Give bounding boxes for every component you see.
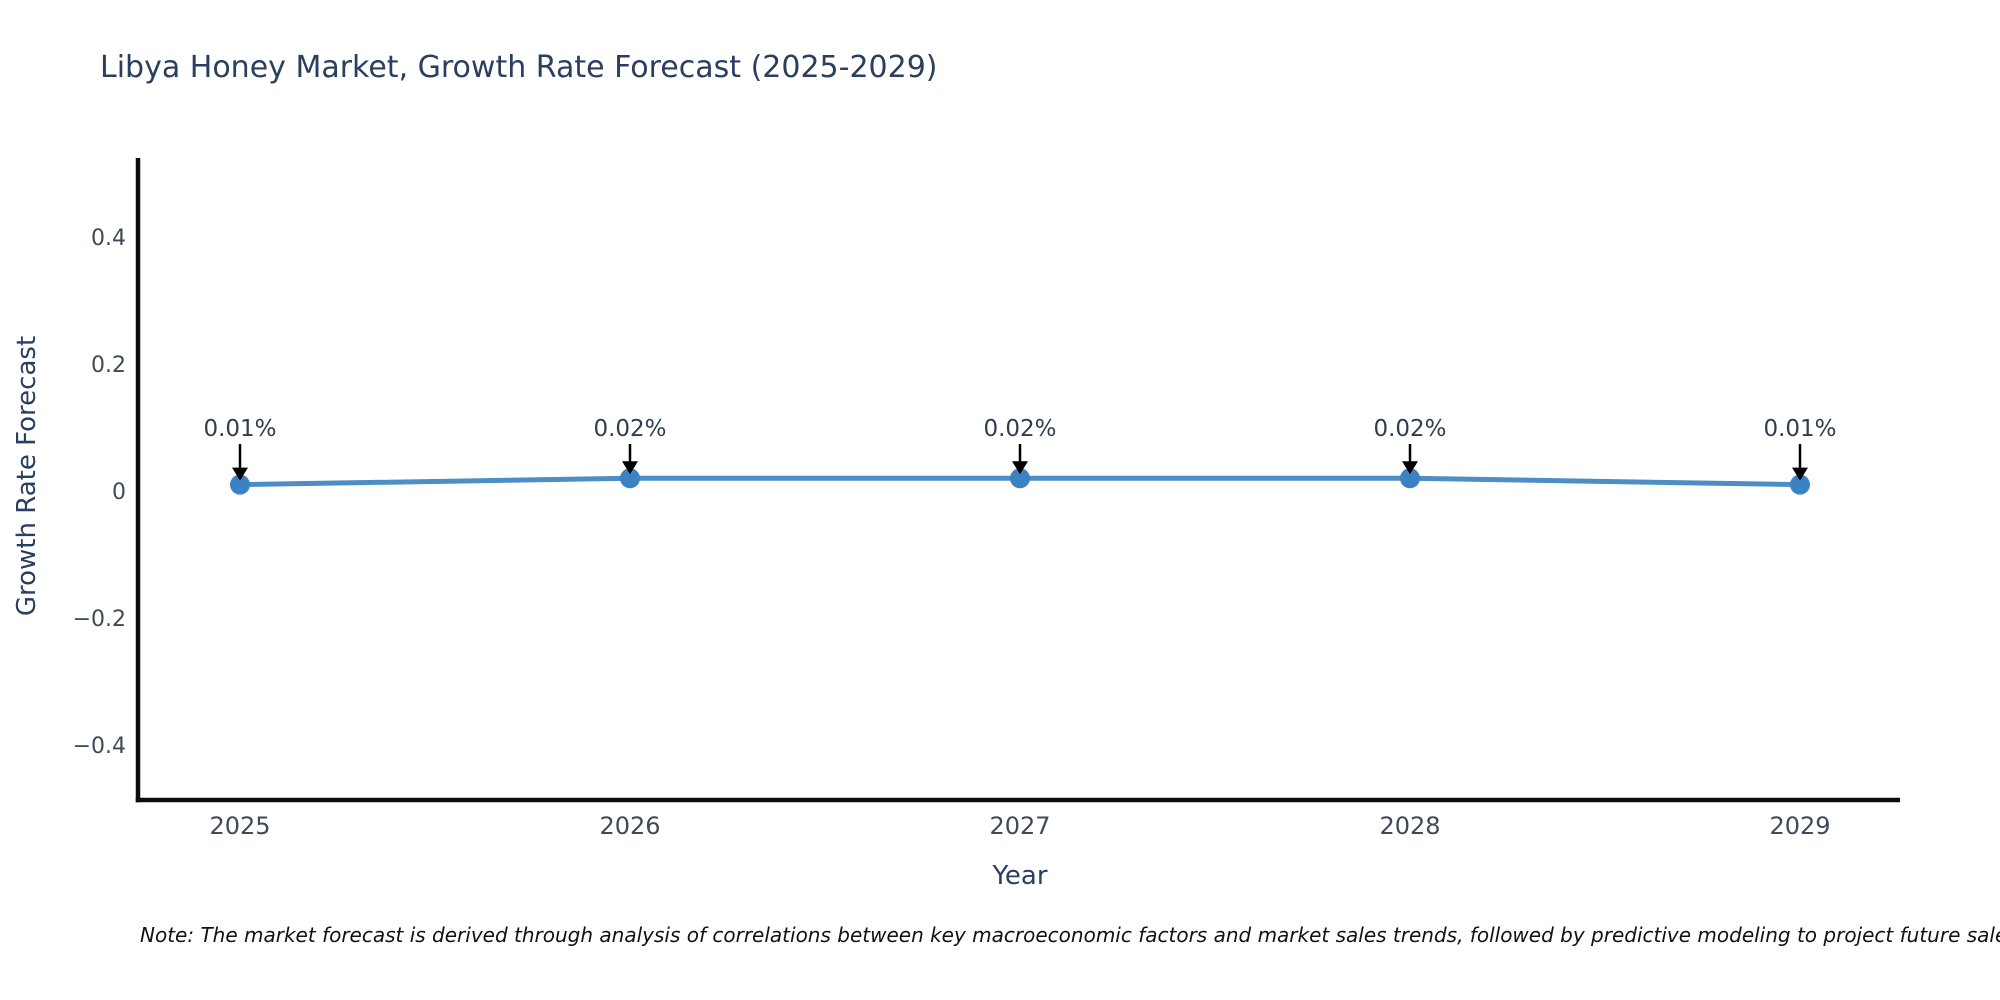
point-annotation: 0.02%: [1373, 416, 1446, 442]
x-axis-title: Year: [992, 861, 1048, 891]
annotation-arrowhead: [1402, 461, 1418, 475]
point-annotation: 0.02%: [593, 416, 666, 442]
x-tick-label: 2029: [1769, 812, 1830, 840]
annotation-arrowhead: [1792, 467, 1808, 481]
x-tick-label: 2025: [209, 812, 270, 840]
annotation-arrowhead: [1012, 461, 1028, 475]
x-tick-label: 2027: [989, 812, 1050, 840]
y-tick-label: −0.4: [73, 734, 126, 759]
data-point-marker: [1400, 468, 1420, 489]
point-annotation: 0.01%: [203, 416, 276, 442]
data-point-marker: [1790, 474, 1810, 495]
point-annotation: 0.01%: [1763, 416, 1836, 442]
point-annotation: 0.02%: [983, 416, 1056, 442]
y-axis-title: Growth Rate Forecast: [12, 335, 42, 617]
data-point-marker: [1010, 468, 1030, 489]
y-tick-label: 0: [112, 480, 126, 505]
y-tick-label: 0.2: [91, 353, 126, 378]
y-tick-label: 0.4: [91, 226, 126, 251]
x-tick-label: 2026: [599, 812, 660, 840]
data-point-marker: [620, 468, 640, 489]
y-tick-label: −0.2: [73, 607, 126, 632]
footnote: Note: The market forecast is derived thr…: [140, 923, 2000, 947]
x-tick-label: 2028: [1379, 812, 1440, 840]
data-point-marker: [230, 474, 250, 495]
annotation-arrowhead: [232, 467, 248, 481]
chart-title: Libya Honey Market, Growth Rate Forecast…: [100, 50, 938, 85]
annotation-arrowhead: [622, 461, 638, 475]
